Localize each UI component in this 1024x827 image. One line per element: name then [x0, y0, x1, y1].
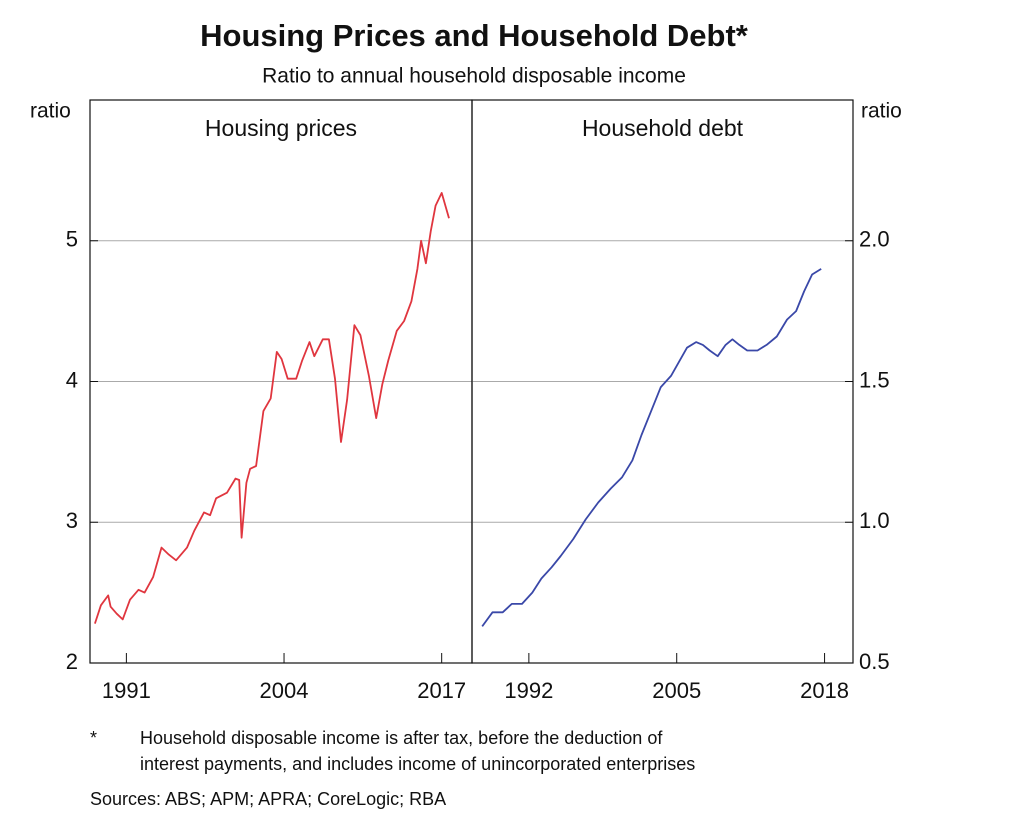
- footnote-line: interest payments, and includes income o…: [140, 754, 695, 774]
- footnote-line: Household disposable income is after tax…: [140, 728, 663, 748]
- y-tick-label: 1.5: [859, 367, 890, 392]
- y-tick-label: 3: [66, 508, 78, 533]
- panel-title: Household debt: [582, 115, 744, 141]
- y-tick-label: 1.0: [859, 508, 890, 533]
- x-tick-label: 1991: [102, 678, 151, 703]
- sources: Sources: ABS; APM; APRA; CoreLogic; RBA: [90, 789, 446, 809]
- y-tick-label: 2: [66, 649, 78, 674]
- series-line: [94, 192, 450, 624]
- y-tick-label: 0.5: [859, 649, 890, 674]
- panel-frame: [471, 99, 854, 664]
- chart-subtitle: Ratio to annual household disposable inc…: [262, 65, 686, 88]
- y-tick-label: 4: [66, 367, 78, 392]
- x-tick-label: 2017: [417, 678, 466, 703]
- chart-title: Housing Prices and Household Debt*: [200, 18, 749, 53]
- y-tick-label: 5: [66, 227, 78, 252]
- panel-title: Housing prices: [205, 115, 357, 141]
- footnote-marker: *: [90, 728, 97, 748]
- y-tick-label: 2.0: [859, 227, 890, 252]
- series-line: [481, 268, 822, 627]
- y-axis-label: ratio: [30, 100, 71, 123]
- x-tick-label: 2004: [260, 678, 309, 703]
- x-tick-label: 2018: [800, 678, 849, 703]
- x-tick-label: 2005: [652, 678, 701, 703]
- y-axis-label: ratio: [861, 100, 902, 123]
- x-tick-label: 1992: [504, 678, 553, 703]
